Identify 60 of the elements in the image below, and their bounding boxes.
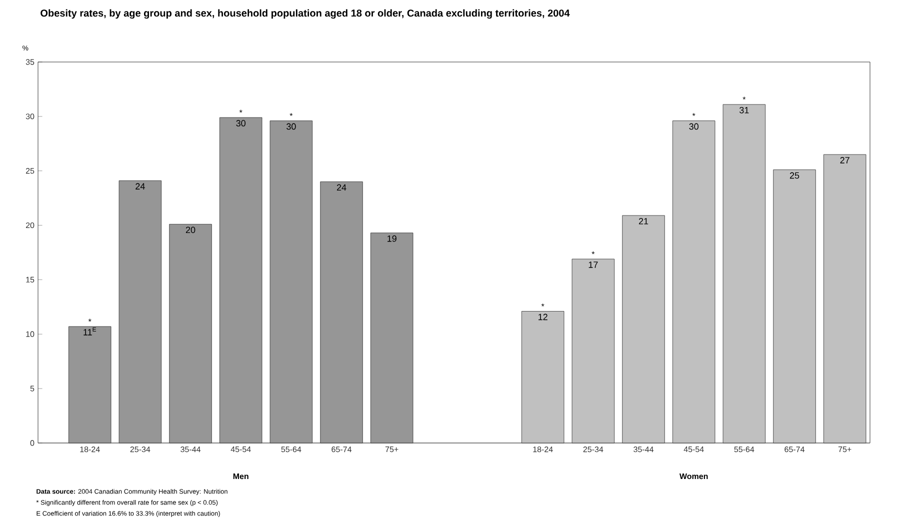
x-tick-label: 45-54	[684, 446, 704, 452]
data-label: 30	[286, 123, 296, 130]
y-tick-label: 30	[26, 114, 34, 120]
bar	[68, 326, 112, 444]
x-tick-label: 55-64	[734, 446, 754, 452]
bar	[270, 120, 313, 444]
x-tick-label: 25-34	[583, 446, 604, 452]
bar	[220, 117, 262, 444]
data-label: 30	[689, 123, 698, 130]
bar	[320, 182, 363, 444]
x-tick-label: 65-74	[332, 446, 352, 452]
annotation: *	[290, 113, 293, 116]
chart-title: Obesity rates, by age group and sex, household population aged 18 or older, Canada excluding territories, 2004	[40, 9, 570, 19]
x-tick-label: 35-44	[180, 446, 201, 452]
y-tick-label: 0	[30, 440, 34, 446]
data-label: 31	[740, 106, 749, 114]
bar	[169, 224, 212, 444]
data-label: 11$^{E}$	[84, 327, 96, 336]
x-tick-label: 75+	[838, 446, 852, 452]
y-tick-label: 35	[26, 59, 34, 65]
annotation: *	[541, 304, 544, 306]
bar	[823, 154, 866, 444]
y-tick-label: 25	[26, 168, 34, 174]
data-label: 12	[538, 314, 548, 320]
bar	[622, 215, 665, 444]
data-label: 25	[790, 172, 800, 179]
bar	[672, 120, 716, 444]
bar	[722, 104, 766, 444]
x-tick-label: 18-24	[80, 446, 100, 452]
annotation: *	[88, 318, 92, 322]
data-label: 27	[840, 157, 850, 164]
bar	[773, 170, 816, 444]
annotation: *	[239, 110, 242, 113]
x-tick-label: 45-54	[230, 446, 251, 452]
y-tick-label: 10	[26, 331, 34, 337]
bar	[370, 232, 414, 444]
annotation: *	[592, 251, 595, 254]
text: Men	[233, 474, 248, 480]
annotation: *	[692, 113, 696, 116]
data-label: 17	[588, 262, 598, 268]
data-label: 24	[336, 184, 346, 191]
y-tick-label: 15	[26, 276, 34, 282]
data-label: 20	[186, 226, 196, 234]
x-tick-label: 75+	[385, 446, 398, 452]
x-tick-label: 18-24	[533, 446, 553, 452]
bar	[572, 258, 615, 444]
annotation: *	[742, 96, 746, 100]
x-tick-label: 35-44	[634, 446, 654, 452]
y-tick-label: 20	[26, 222, 34, 228]
data-label: 21	[638, 218, 648, 224]
y-tick-label: 5	[30, 386, 34, 392]
text: Women	[679, 474, 708, 480]
x-tick-label: 55-64	[281, 446, 302, 452]
data-label: 30	[236, 120, 246, 126]
x-tick-label: 65-74	[784, 446, 804, 452]
bar	[118, 180, 162, 444]
data-label: 24	[136, 183, 145, 190]
x-tick-label: 25-34	[130, 446, 150, 452]
data-label: 19	[388, 235, 396, 242]
bar	[522, 311, 564, 444]
